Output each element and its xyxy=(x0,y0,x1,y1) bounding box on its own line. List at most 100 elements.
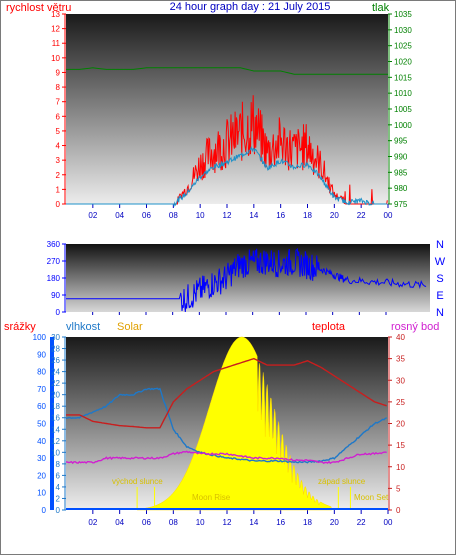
wind-tick-label: 5 xyxy=(56,127,61,136)
rain-tick-label: 70 xyxy=(37,385,46,394)
humidity-tick-label: 2 xyxy=(56,494,61,503)
wind-tick-label: 10 xyxy=(51,54,60,63)
moonset-annotation: Moon Set xyxy=(354,493,389,502)
wind-tick-label: 12 xyxy=(51,25,60,34)
wind-average-line xyxy=(66,145,388,208)
wind-tick-label: 8 xyxy=(56,83,61,92)
humidity-tick-label: 0 xyxy=(56,506,61,515)
temperature-tick-label: 20 xyxy=(396,420,405,429)
pressure-tick-label: 1030 xyxy=(394,26,412,35)
time-tick-label: 10 xyxy=(196,518,205,527)
pressure-tick-label: 1010 xyxy=(394,89,412,98)
pressure-tick-label: 1015 xyxy=(394,73,412,82)
pressure-tick-label: 1020 xyxy=(394,58,412,67)
humidity-tick-label: 26 xyxy=(51,356,60,365)
compass-label: N xyxy=(436,307,444,319)
time-tick-label: 00 xyxy=(384,211,393,220)
time-tick-label: 18 xyxy=(303,518,312,527)
humidity-line xyxy=(65,387,388,464)
rain-tick-label: 20 xyxy=(37,471,46,480)
rain-tick-label: 60 xyxy=(37,402,46,411)
direction-panel-bg xyxy=(66,244,430,312)
time-tick-label: 06 xyxy=(142,211,151,220)
temperature-tick-label: 40 xyxy=(396,333,405,342)
sunrise-annotation: východ slunce xyxy=(112,477,163,486)
time-tick-label: 22 xyxy=(357,211,366,220)
temperature-tick-label: 15 xyxy=(396,441,405,450)
humidity-tick-label: 24 xyxy=(51,368,60,377)
rain-tick-label: 40 xyxy=(37,437,46,446)
temperature-tick-label: 35 xyxy=(396,355,405,364)
rain-tick-label: 10 xyxy=(37,489,46,498)
wind-direction-line xyxy=(66,247,427,313)
time-tick-label: 12 xyxy=(223,518,232,527)
humidity-tick-label: 12 xyxy=(51,437,60,446)
time-tick-label: 16 xyxy=(276,518,285,527)
time-tick-label: 02 xyxy=(88,211,97,220)
time-tick-label: 06 xyxy=(142,518,151,527)
wind-speed-label: rychlost větru xyxy=(6,2,71,14)
humidity-tick-label: 20 xyxy=(51,391,60,400)
rain-tick-label: 50 xyxy=(37,420,46,429)
wind-tick-label: 9 xyxy=(56,68,61,77)
humidity-tick-label: 4 xyxy=(56,483,61,492)
dewpoint-line xyxy=(65,450,387,465)
wind-panel-bg xyxy=(66,14,388,204)
time-tick-label: 02 xyxy=(88,518,97,527)
rain-tick-label: 0 xyxy=(42,506,47,515)
humidity-tick-label: 16 xyxy=(51,414,60,423)
humidity-tick-label: 28 xyxy=(51,345,60,354)
compass-label: S xyxy=(436,273,443,285)
time-tick-label: 08 xyxy=(169,518,178,527)
rain-axis-bar xyxy=(50,337,54,510)
time-tick-label: 20 xyxy=(330,211,339,220)
wind-tick-label: 0 xyxy=(56,200,61,209)
pressure-tick-label: 1005 xyxy=(394,105,412,114)
humidity-tick-label: 8 xyxy=(56,460,61,469)
dewpoint-label: rosný bod xyxy=(391,321,439,333)
temperature-tick-label: 0 xyxy=(396,506,401,515)
pressure-tick-label: 1035 xyxy=(394,10,412,19)
time-tick-label: 14 xyxy=(249,211,258,220)
time-tick-label: 16 xyxy=(276,211,285,220)
pressure-tick-label: 980 xyxy=(394,184,408,193)
humidity-tick-label: 6 xyxy=(56,471,61,480)
wind-tick-label: 7 xyxy=(56,98,61,107)
humidity-tick-label: 30 xyxy=(51,333,60,342)
time-tick-label: 10 xyxy=(196,211,205,220)
time-tick-label: 12 xyxy=(223,211,232,220)
time-tick-label: 22 xyxy=(357,518,366,527)
wind-tick-label: 2 xyxy=(56,171,61,180)
wind-tick-label: 4 xyxy=(56,142,61,151)
humidity-label: vlhkost xyxy=(66,321,100,333)
temperature-label: teplota xyxy=(312,321,346,333)
temperature-tick-label: 30 xyxy=(396,376,405,385)
humidity-tick-label: 10 xyxy=(51,448,60,457)
humidity-tick-label: 18 xyxy=(51,402,60,411)
pressure-tick-label: 985 xyxy=(394,168,408,177)
rain-tick-label: 30 xyxy=(37,454,46,463)
humidity-tick-label: 14 xyxy=(51,425,60,434)
wind-tick-label: 6 xyxy=(56,112,61,121)
compass-label: W xyxy=(435,256,446,268)
rain-tick-label: 100 xyxy=(33,333,47,342)
humidity-tick-label: 22 xyxy=(51,379,60,388)
wind-tick-label: 11 xyxy=(52,39,61,48)
rain-tick-label: 80 xyxy=(37,368,46,377)
pressure-label: tlak xyxy=(372,2,390,14)
compass-label: N xyxy=(436,239,444,251)
time-tick-label: 04 xyxy=(115,211,124,220)
pressure-tick-label: 975 xyxy=(394,200,408,209)
direction-tick-label: 180 xyxy=(47,274,61,283)
compass-label: E xyxy=(436,290,443,302)
time-tick-label: 18 xyxy=(303,211,312,220)
solar-area xyxy=(136,336,333,511)
direction-tick-label: 360 xyxy=(47,240,61,249)
pressure-tick-label: 1000 xyxy=(394,121,412,130)
rain-tick-label: 90 xyxy=(37,350,46,359)
moonrise-annotation: Moon Rise xyxy=(192,493,231,502)
temperature-tick-label: 25 xyxy=(396,398,405,407)
wind-tick-label: 13 xyxy=(51,10,60,19)
time-tick-label: 00 xyxy=(384,518,393,527)
